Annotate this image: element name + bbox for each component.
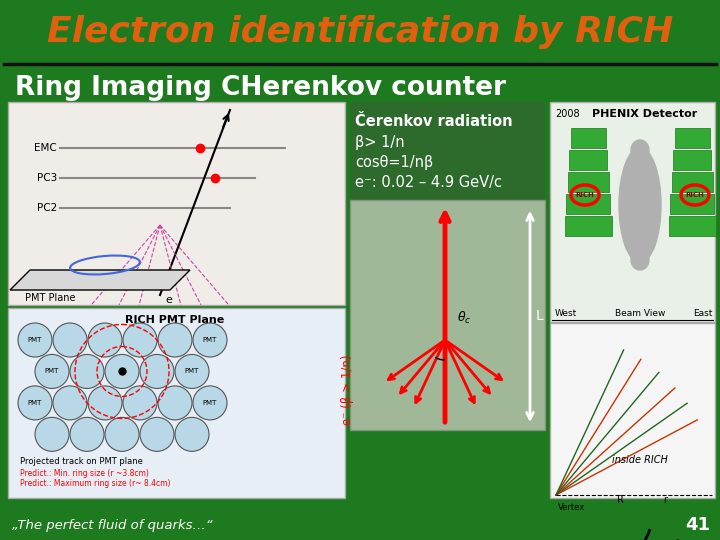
Bar <box>675 128 709 148</box>
Text: inside RICH: inside RICH <box>612 455 668 465</box>
Bar <box>564 216 611 236</box>
Bar <box>550 323 715 498</box>
Text: PMT: PMT <box>185 368 199 374</box>
Text: PMT: PMT <box>45 368 59 374</box>
Circle shape <box>158 386 192 420</box>
Circle shape <box>53 386 87 420</box>
Circle shape <box>35 354 69 388</box>
Text: e: e <box>165 295 172 305</box>
Text: PMT: PMT <box>203 337 217 343</box>
Circle shape <box>18 386 52 420</box>
Circle shape <box>123 323 157 357</box>
Circle shape <box>70 417 104 451</box>
Text: Electron identification by RICH: Electron identification by RICH <box>47 15 673 49</box>
Circle shape <box>175 354 209 388</box>
Bar <box>673 150 711 170</box>
Circle shape <box>193 386 227 420</box>
Bar <box>350 200 545 430</box>
Circle shape <box>140 354 174 388</box>
Text: PMT: PMT <box>28 400 42 406</box>
Circle shape <box>70 354 104 388</box>
Text: East: East <box>693 308 712 318</box>
Text: PMT: PMT <box>28 337 42 343</box>
Text: West: West <box>555 308 577 318</box>
Text: Vertex: Vertex <box>558 503 585 512</box>
Circle shape <box>18 323 52 357</box>
Text: PC3: PC3 <box>37 173 57 183</box>
Text: PMT Plane: PMT Plane <box>25 293 76 303</box>
Circle shape <box>123 386 157 420</box>
Text: r: r <box>663 495 667 505</box>
Circle shape <box>193 323 227 357</box>
Text: PMT: PMT <box>203 400 217 406</box>
Text: Čerenkov radiation: Čerenkov radiation <box>355 114 513 130</box>
Text: Projected track on PMT plane: Projected track on PMT plane <box>20 457 143 467</box>
Bar <box>550 102 715 322</box>
Text: PHENIX Detector: PHENIX Detector <box>593 109 698 119</box>
Circle shape <box>158 323 192 357</box>
Text: e⁻ (β > 1/n): e⁻ (β > 1/n) <box>341 355 354 426</box>
Text: L: L <box>536 309 544 323</box>
Text: „The perfect fluid of quarks…“: „The perfect fluid of quarks…“ <box>12 518 212 531</box>
Bar <box>670 194 714 214</box>
Circle shape <box>105 354 139 388</box>
Text: Predict.: Min. ring size (r ~3.8cm): Predict.: Min. ring size (r ~3.8cm) <box>20 469 149 477</box>
Bar <box>569 150 607 170</box>
Text: 41: 41 <box>685 516 710 534</box>
Ellipse shape <box>631 250 649 270</box>
Circle shape <box>35 417 69 451</box>
Ellipse shape <box>631 140 649 160</box>
Circle shape <box>88 386 122 420</box>
Bar <box>672 172 713 192</box>
Bar <box>567 172 608 192</box>
Polygon shape <box>10 270 190 290</box>
Text: e⁻: 0.02 – 4.9 GeV/c: e⁻: 0.02 – 4.9 GeV/c <box>355 174 502 190</box>
Text: cosθ=1/nβ: cosθ=1/nβ <box>355 154 433 170</box>
Text: $\theta_c$: $\theta_c$ <box>457 310 472 326</box>
Text: 2008: 2008 <box>555 109 580 119</box>
Text: β> 1/n: β> 1/n <box>355 134 405 150</box>
Text: Ring Imaging CHerenkov counter: Ring Imaging CHerenkov counter <box>15 75 506 101</box>
Text: RICH PMT Plane: RICH PMT Plane <box>125 315 225 325</box>
Text: R: R <box>616 495 624 505</box>
Bar <box>350 102 545 217</box>
Circle shape <box>53 323 87 357</box>
Text: EMC: EMC <box>35 143 57 153</box>
Circle shape <box>105 417 139 451</box>
Bar <box>8 308 345 498</box>
Circle shape <box>88 323 122 357</box>
Ellipse shape <box>619 147 661 262</box>
Text: RICH: RICH <box>575 192 595 198</box>
Text: PC2: PC2 <box>37 203 57 213</box>
Bar <box>566 194 610 214</box>
Text: Beam View: Beam View <box>615 308 665 318</box>
Bar <box>8 102 345 305</box>
Circle shape <box>140 417 174 451</box>
Text: Predict.: Maximum ring size (r~ 8.4cm): Predict.: Maximum ring size (r~ 8.4cm) <box>20 478 171 488</box>
Bar <box>668 216 716 236</box>
Text: RICH: RICH <box>685 192 704 198</box>
Bar <box>570 128 606 148</box>
Circle shape <box>175 417 209 451</box>
